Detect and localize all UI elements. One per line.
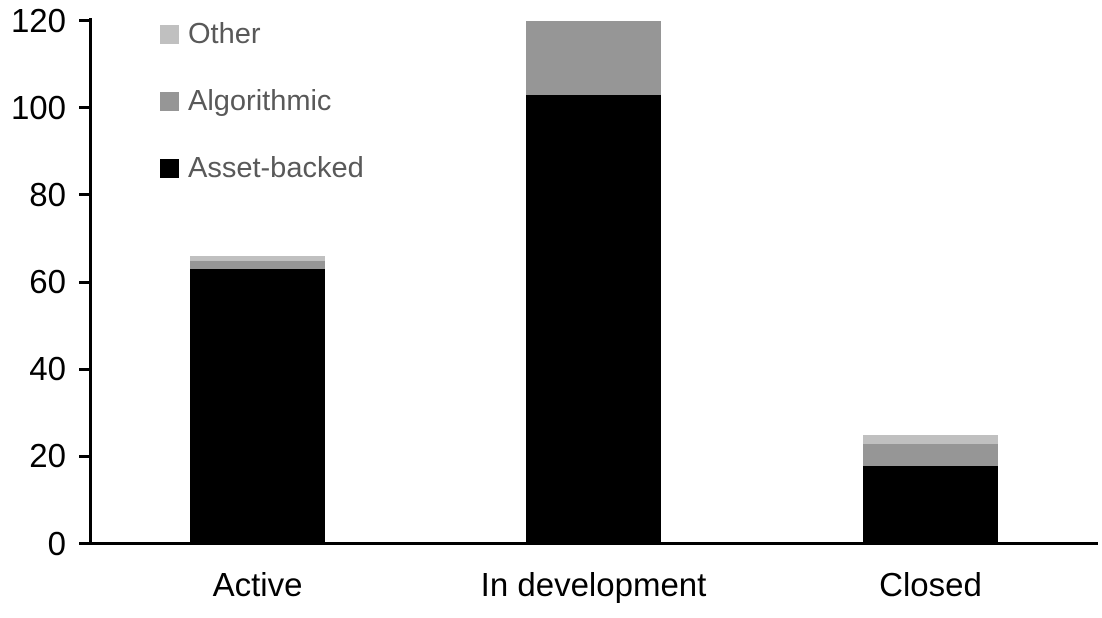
y-tick-20 [79, 454, 89, 458]
y-tick-label-20: 20 [29, 437, 66, 475]
bar-closed-segment-other [863, 435, 998, 444]
y-tick-label-100: 100 [10, 88, 66, 126]
y-tick-40 [79, 367, 89, 371]
bar-closed-segment-algorithmic [863, 443, 998, 466]
y-tick-60 [79, 280, 89, 284]
y-tick-100 [79, 106, 89, 110]
legend: Other Algorithmic Asset-backed [160, 18, 364, 219]
bar-in-development-segment-algorithmic [526, 21, 661, 96]
bar-closed-segment-asset-backed [863, 465, 998, 544]
legend-item-other: Other [160, 18, 364, 51]
bar-active-segment-algorithmic [190, 260, 325, 270]
legend-item-asset-backed: Asset-backed [160, 152, 364, 185]
legend-label-other: Other [188, 18, 261, 50]
legend-swatch-algorithmic [160, 92, 179, 111]
legend-label-algorithmic: Algorithmic [188, 85, 332, 117]
y-tick-label-80: 80 [29, 175, 66, 213]
legend-swatch-asset-backed [160, 159, 179, 178]
y-axis-line [89, 18, 92, 545]
y-tick-80 [79, 193, 89, 197]
y-tick-label-60: 60 [29, 263, 66, 300]
x-category-label-active: Active [212, 566, 303, 603]
legend-swatch-other [160, 25, 179, 44]
y-tick-label-40: 40 [29, 350, 66, 388]
y-tick-120 [79, 19, 89, 22]
bar-active-segment-asset-backed [190, 269, 325, 544]
y-tick-0 [79, 542, 89, 545]
bar-active-segment-other [190, 256, 325, 261]
legend-label-asset-backed: Asset-backed [188, 152, 364, 184]
x-category-label-in-development: In development [480, 566, 707, 603]
y-tick-label-0: 0 [47, 524, 66, 562]
bar-in-development-segment-asset-backed [526, 95, 661, 544]
y-tick-label-120: 120 [10, 1, 66, 39]
legend-item-algorithmic: Algorithmic [160, 85, 364, 118]
x-category-label-closed: Closed [879, 566, 982, 603]
